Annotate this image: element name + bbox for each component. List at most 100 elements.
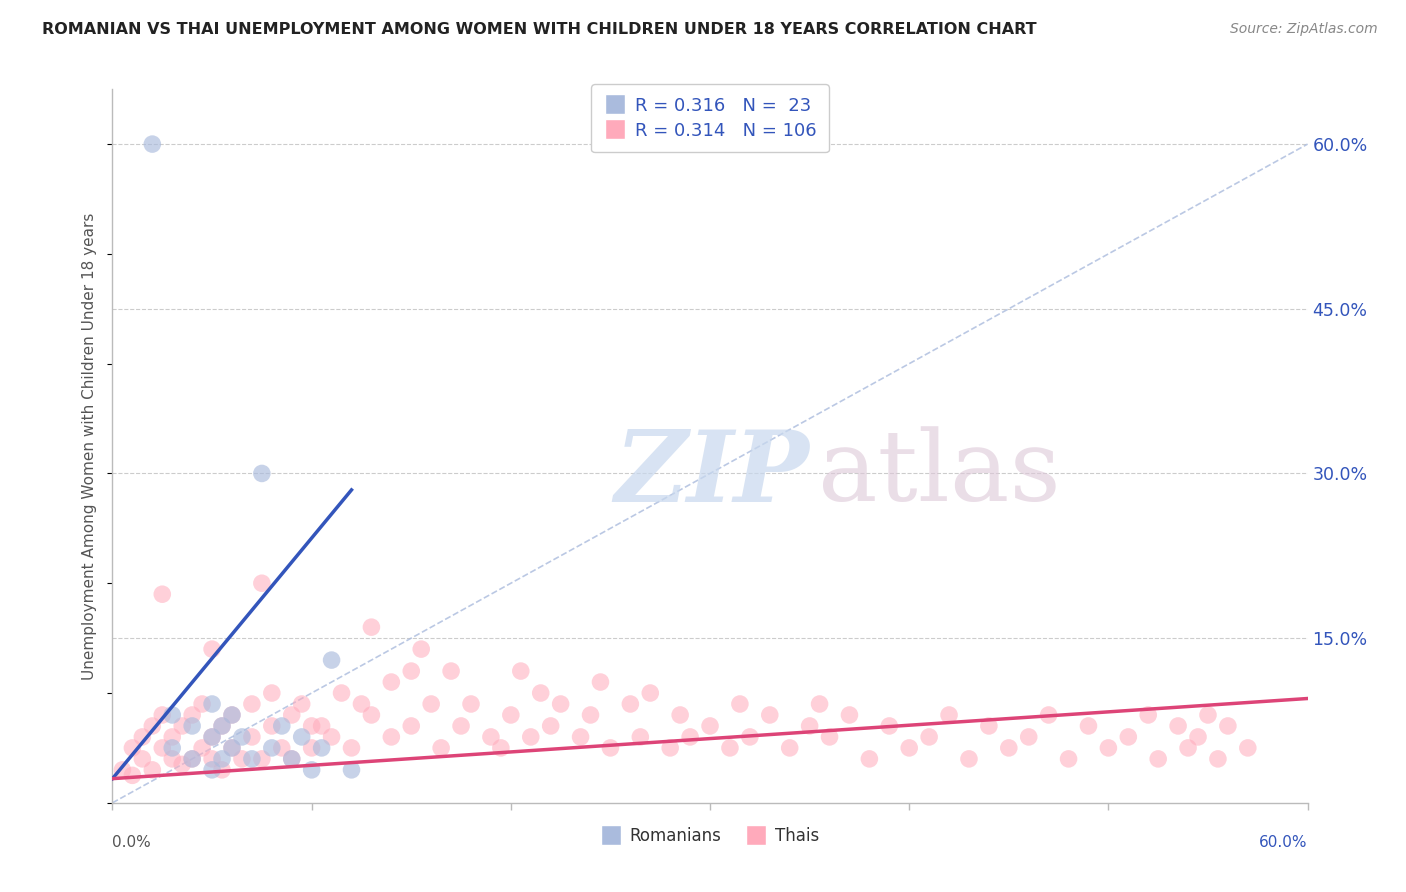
Point (479, 730, 502, 744)
Point (240, 730, 263, 744)
Point (1206, 752, 1229, 766)
Point (211, 763, 233, 777)
Point (311, 740, 333, 755)
Point (281, 752, 304, 766)
Point (530, 686, 553, 700)
Point (191, 697, 214, 711)
Point (1057, 752, 1080, 766)
Point (231, 752, 253, 766)
Point (250, 467, 273, 481)
Point (240, 697, 263, 711)
Point (1118, 730, 1140, 744)
Text: ZIP: ZIP (614, 426, 810, 523)
Point (141, 763, 163, 777)
Point (162, 752, 183, 766)
Point (569, 730, 592, 744)
Point (301, 740, 323, 755)
Point (221, 708, 243, 723)
Point (121, 768, 143, 782)
Point (131, 730, 153, 744)
Point (898, 740, 921, 755)
Point (1237, 740, 1260, 755)
Text: ROMANIAN VS THAI UNEMPLOYMENT AMONG WOMEN WITH CHILDREN UNDER 18 YEARS CORRELATI: ROMANIAN VS THAI UNEMPLOYMENT AMONG WOME… (42, 22, 1036, 37)
Point (250, 752, 273, 766)
Point (779, 740, 801, 755)
Point (450, 719, 472, 733)
Point (1147, 752, 1170, 766)
Point (330, 686, 353, 700)
Point (640, 686, 662, 700)
Point (628, 730, 651, 744)
Point (270, 740, 292, 755)
Point (201, 763, 224, 777)
Point (659, 740, 682, 755)
Text: 0.0%: 0.0% (112, 835, 152, 850)
Point (291, 730, 314, 744)
Point (162, 740, 183, 755)
Point (340, 763, 363, 777)
Point (201, 730, 224, 744)
Point (150, 740, 173, 755)
Point (201, 697, 224, 711)
Point (360, 620, 382, 634)
Point (181, 752, 204, 766)
Point (221, 740, 243, 755)
Point (231, 730, 253, 744)
Point (301, 719, 323, 733)
Point (281, 752, 304, 766)
Point (211, 719, 233, 733)
Point (938, 708, 960, 723)
Point (321, 730, 343, 744)
Point (918, 730, 941, 744)
Point (718, 740, 741, 755)
Point (380, 675, 402, 690)
Point (998, 740, 1021, 755)
Text: Source: ZipAtlas.com: Source: ZipAtlas.com (1230, 22, 1378, 37)
Point (131, 752, 153, 766)
Point (141, 137, 163, 152)
Point (838, 708, 860, 723)
Point (1187, 730, 1209, 744)
Point (619, 697, 641, 711)
Point (260, 740, 283, 755)
Point (957, 752, 980, 766)
Point (291, 697, 314, 711)
Point (440, 664, 463, 678)
Point (499, 708, 522, 723)
Point (181, 752, 204, 766)
Point (599, 740, 621, 755)
Point (311, 719, 333, 733)
Point (808, 697, 831, 711)
Point (977, 719, 1000, 733)
Point (211, 719, 233, 733)
Point (201, 752, 224, 766)
Point (181, 708, 204, 723)
Point (401, 719, 423, 733)
Point (201, 730, 224, 744)
Legend: Romanians, Thais: Romanians, Thais (595, 821, 825, 852)
Point (1018, 730, 1040, 744)
Point (1197, 708, 1219, 723)
Point (858, 752, 880, 766)
Point (550, 697, 572, 711)
Point (799, 719, 821, 733)
Point (509, 664, 531, 678)
Point (172, 757, 194, 772)
Point (250, 576, 273, 591)
Point (540, 719, 562, 733)
Point (1177, 740, 1199, 755)
Point (1216, 719, 1239, 733)
Point (520, 730, 543, 744)
Point (728, 697, 751, 711)
Point (162, 730, 183, 744)
Point (321, 653, 343, 667)
Point (172, 719, 194, 733)
Point (738, 730, 761, 744)
Point (411, 642, 433, 657)
Point (141, 719, 163, 733)
Point (489, 740, 512, 755)
Point (301, 763, 323, 777)
Point (401, 664, 423, 678)
Y-axis label: Unemployment Among Women with Children Under 18 years: Unemployment Among Women with Children U… (82, 212, 97, 680)
Point (879, 719, 901, 733)
